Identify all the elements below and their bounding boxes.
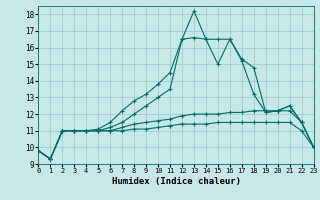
X-axis label: Humidex (Indice chaleur): Humidex (Indice chaleur) (111, 177, 241, 186)
